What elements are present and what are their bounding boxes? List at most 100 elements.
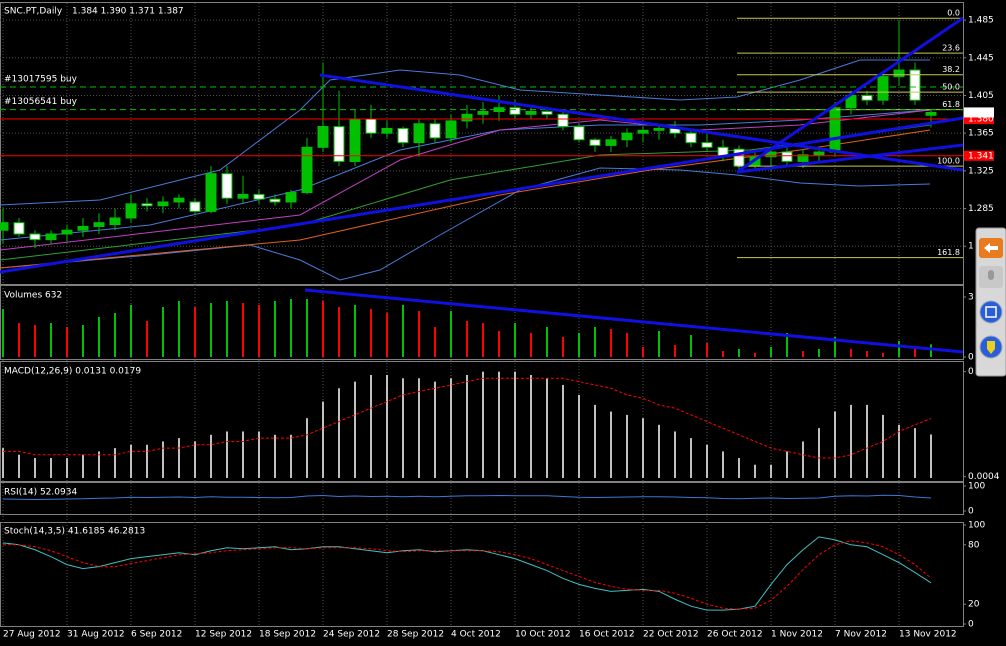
y-tick-label: 1 bbox=[968, 242, 974, 252]
bar bbox=[210, 303, 212, 357]
bar bbox=[82, 325, 84, 357]
bar bbox=[322, 301, 324, 357]
candle-body bbox=[525, 110, 537, 115]
x-tick-label: 18 Sep 2012 bbox=[259, 630, 316, 640]
panel-subtitle: 1.384 1.390 1.371 1.387 bbox=[72, 7, 184, 17]
bar bbox=[274, 434, 276, 478]
bar bbox=[178, 438, 180, 478]
panel-frame bbox=[0, 522, 964, 627]
bar bbox=[594, 404, 596, 478]
x-tick-label: 7 Nov 2012 bbox=[835, 630, 887, 640]
x-tick-label: 1 Nov 2012 bbox=[771, 630, 823, 640]
candle-body bbox=[381, 127, 393, 134]
y-tick-label: 100 bbox=[968, 521, 985, 531]
bar bbox=[290, 434, 292, 478]
bar bbox=[754, 353, 756, 357]
candle-body bbox=[173, 197, 185, 203]
panel-title: Volumes 632 bbox=[4, 291, 62, 301]
y-tick-label: 1.365 bbox=[968, 129, 994, 139]
panel-title: SNC.PT,Daily bbox=[4, 7, 63, 17]
bar bbox=[418, 311, 420, 357]
toolbar-button[interactable] bbox=[979, 300, 1003, 324]
fib-label: 161.8 bbox=[937, 248, 960, 257]
bar bbox=[594, 327, 596, 357]
candle-body bbox=[349, 118, 361, 162]
candle-body bbox=[589, 139, 601, 146]
bar bbox=[690, 335, 692, 357]
bar bbox=[562, 384, 564, 478]
bar bbox=[50, 323, 52, 357]
candle-body bbox=[189, 201, 201, 212]
bar bbox=[898, 341, 900, 357]
last-price-label: 1.387 bbox=[968, 108, 994, 118]
bar bbox=[834, 337, 836, 357]
bar bbox=[578, 394, 580, 478]
candle-body bbox=[333, 126, 345, 162]
bar bbox=[370, 309, 372, 357]
mic-icon bbox=[988, 270, 994, 280]
candle-body bbox=[157, 201, 169, 207]
grid-layer bbox=[0, 3, 966, 626]
bar bbox=[306, 418, 308, 478]
candle-body bbox=[701, 142, 713, 148]
bar bbox=[50, 458, 52, 478]
bar bbox=[162, 441, 164, 478]
bar bbox=[18, 454, 20, 478]
bar bbox=[626, 414, 628, 478]
bar bbox=[130, 444, 132, 478]
trendline bbox=[0, 116, 964, 274]
bar bbox=[674, 345, 676, 357]
bar bbox=[706, 343, 708, 357]
bar bbox=[146, 321, 148, 357]
candle-body bbox=[109, 217, 121, 226]
bar bbox=[482, 323, 484, 357]
bar bbox=[34, 458, 36, 478]
trendline bbox=[304, 288, 964, 354]
bar bbox=[226, 431, 228, 478]
x-tick-label: 28 Sep 2012 bbox=[387, 630, 444, 640]
candle-body bbox=[621, 132, 633, 141]
moving-average bbox=[0, 109, 931, 251]
candle-body bbox=[765, 151, 777, 158]
bollinger-lower bbox=[0, 167, 931, 281]
candle-body bbox=[269, 198, 281, 203]
candle-body bbox=[893, 69, 905, 78]
bar bbox=[770, 464, 772, 478]
candle-body bbox=[141, 203, 153, 207]
text-layer: SNC.PT,Daily 1.384 1.390 1.371 1.387 1 1.28… bbox=[3, 7, 1000, 640]
bar bbox=[562, 337, 564, 357]
candle-body bbox=[781, 151, 793, 162]
candle-body bbox=[77, 225, 89, 231]
bar bbox=[418, 378, 420, 478]
bar bbox=[914, 428, 916, 478]
bollinger-upper bbox=[0, 59, 930, 206]
bar bbox=[722, 451, 724, 478]
candle-body bbox=[925, 111, 937, 116]
bar bbox=[674, 431, 676, 478]
bar bbox=[338, 388, 340, 478]
level-box bbox=[964, 114, 994, 125]
y-tick-label: 1.405 bbox=[968, 91, 994, 101]
candle-body bbox=[0, 222, 9, 231]
panel-frame bbox=[0, 361, 964, 482]
candle-body bbox=[733, 148, 745, 167]
x-tick-label: 12 Sep 2012 bbox=[195, 630, 252, 640]
candle-body bbox=[509, 107, 521, 115]
arrow-icon bbox=[984, 243, 998, 253]
bar bbox=[114, 313, 116, 357]
bar bbox=[386, 313, 388, 357]
panel-title: RSI(14) 52.0934 bbox=[4, 488, 77, 498]
candle-body bbox=[797, 154, 809, 162]
bar bbox=[354, 305, 356, 357]
panel-frames bbox=[0, 2, 964, 627]
candle-body bbox=[573, 126, 585, 141]
candle-body bbox=[685, 132, 697, 144]
marks-layer bbox=[0, 17, 963, 611]
fib-label: 0.0 bbox=[947, 9, 960, 18]
panel-title: Stoch(14,3,5) 41.6185 46.2813 bbox=[4, 527, 145, 537]
bar bbox=[370, 374, 372, 478]
candle-body bbox=[253, 193, 265, 200]
bar bbox=[162, 307, 164, 357]
bar bbox=[850, 404, 852, 478]
